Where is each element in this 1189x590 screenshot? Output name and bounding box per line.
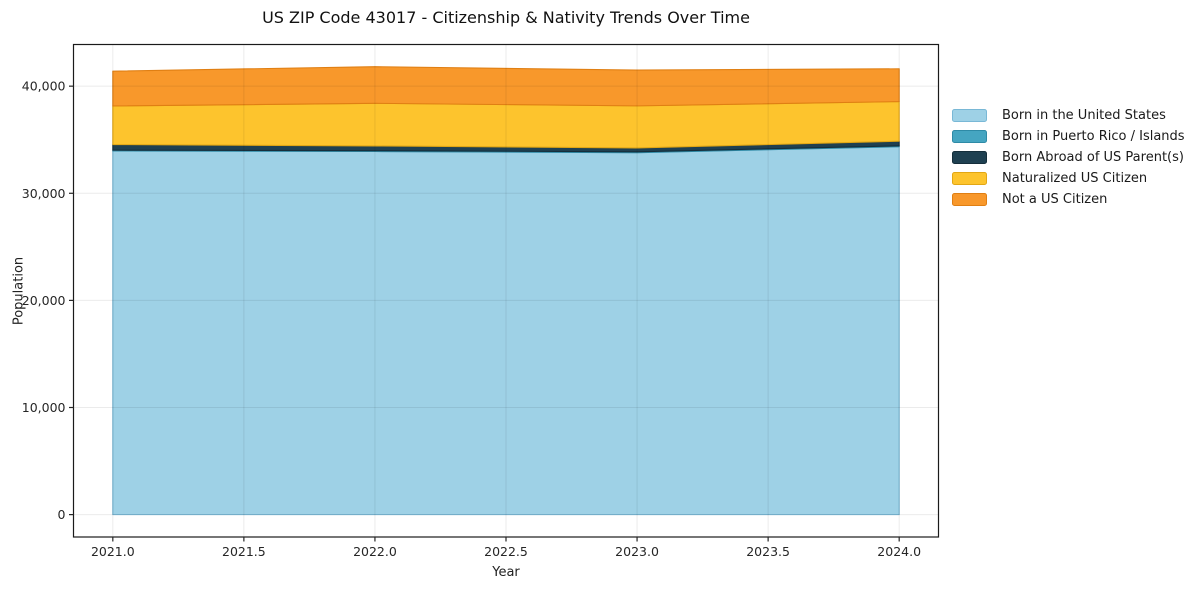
x-tick-label: 2023.0 xyxy=(615,544,659,559)
x-tick-label: 2021.0 xyxy=(91,544,135,559)
y-tick-label: 20,000 xyxy=(22,293,66,308)
legend-label: Not a US Citizen xyxy=(1002,192,1108,207)
x-axis-label: Year xyxy=(492,565,520,580)
x-tick-label: 2024.0 xyxy=(877,544,921,559)
legend-item: Born in Puerto Rico / Islands xyxy=(952,126,1185,147)
legend: Born in the United States Born in Puerto … xyxy=(952,105,1185,210)
x-tick-label: 2022.0 xyxy=(353,544,397,559)
chart-title: US ZIP Code 43017 - Citizenship & Nativi… xyxy=(262,8,750,27)
x-tick-label: 2021.5 xyxy=(222,544,266,559)
legend-label: Born in the United States xyxy=(1002,108,1166,123)
legend-item: Not a US Citizen xyxy=(952,189,1185,210)
legend-swatch xyxy=(952,193,987,206)
legend-item: Born Abroad of US Parent(s) xyxy=(952,147,1185,168)
legend-swatch xyxy=(952,109,987,122)
y-axis-label: Population xyxy=(11,256,27,326)
legend-item: Born in the United States xyxy=(952,105,1185,126)
legend-label: Born Abroad of US Parent(s) xyxy=(1002,150,1184,165)
x-tick-label: 2023.5 xyxy=(746,544,790,559)
y-tick-label: 0 xyxy=(58,507,66,522)
legend-swatch xyxy=(952,130,987,143)
y-tick-label: 40,000 xyxy=(22,79,66,94)
area-not-a-us-citizen xyxy=(112,66,900,107)
legend-label: Born in Puerto Rico / Islands xyxy=(1002,129,1185,144)
y-tick-label: 10,000 xyxy=(22,400,66,415)
y-tick-label: 30,000 xyxy=(22,186,66,201)
x-tick-label: 2022.5 xyxy=(484,544,528,559)
legend-swatch xyxy=(952,172,987,185)
legend-label: Naturalized US Citizen xyxy=(1002,171,1148,186)
legend-item: Naturalized US Citizen xyxy=(952,168,1185,189)
legend-swatch xyxy=(952,151,987,164)
